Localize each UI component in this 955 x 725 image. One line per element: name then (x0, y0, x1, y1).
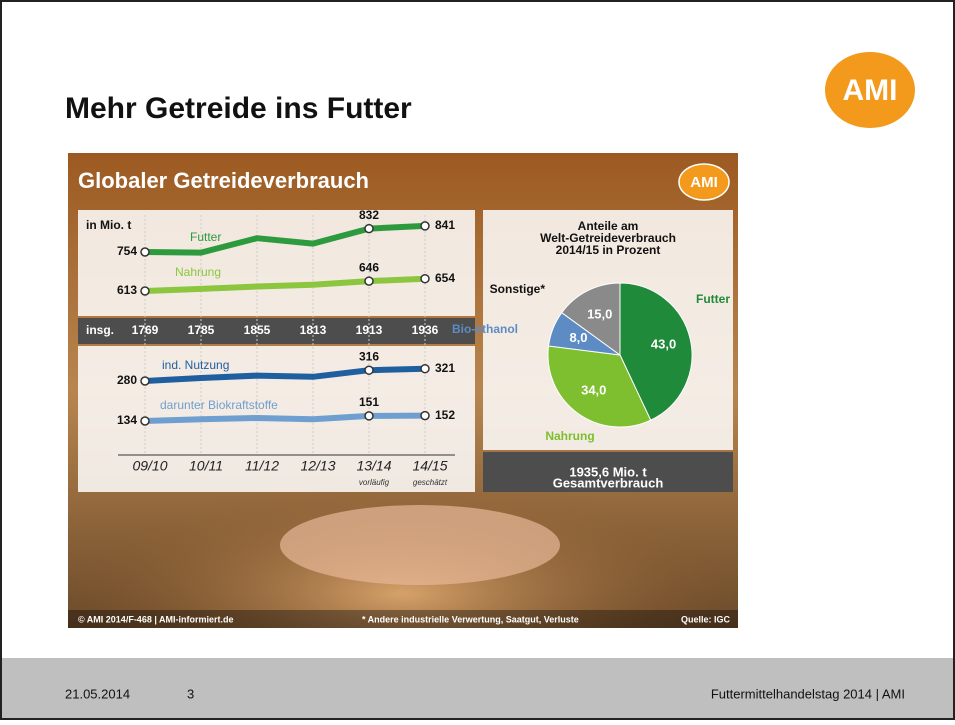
pie-category: Bio-ethanol (452, 322, 518, 336)
point (421, 222, 429, 230)
pie-title: 2014/15 in Prozent (556, 243, 661, 257)
source: Quelle: IGC (681, 614, 731, 624)
total-value: 1913 (356, 323, 383, 337)
footer-page: 3 (187, 686, 194, 701)
point (365, 225, 373, 233)
point (141, 287, 149, 295)
total-value: 1936 (412, 323, 439, 337)
x-tick-label: 13/14 (356, 458, 391, 474)
total-value: 1855 (244, 323, 271, 337)
x-tick-label: 11/12 (245, 458, 279, 474)
series-name: Futter (190, 230, 221, 244)
value-label: 841 (435, 218, 455, 232)
total-value: 1769 (132, 323, 159, 337)
slide-title: Mehr Getreide ins Futter (65, 92, 412, 125)
pie-value-label: 15,0 (587, 307, 612, 322)
pie-value-label: 43,0 (651, 337, 676, 352)
point (365, 412, 373, 420)
x-tick-label: 14/15 (412, 458, 447, 474)
infographic-logo: AMI (690, 174, 718, 191)
point (421, 275, 429, 283)
x-tick-label: 12/13 (300, 458, 335, 474)
footnote: * Andere industrielle Verwertung, Saatgu… (362, 614, 579, 624)
unit-label: in Mio. t (86, 218, 131, 232)
footer-event: Futtermittelhandelstag 2014 | AMI (711, 686, 905, 701)
category-note: geschätzt (413, 478, 448, 487)
logo: AMI (843, 74, 898, 107)
x-tick-label: 10/11 (189, 458, 223, 474)
total-value: 1785 (188, 323, 215, 337)
total-value: 1813 (300, 323, 327, 337)
slide: AMI Mehr Getreide ins Futter 21.05.2014 … (0, 0, 955, 720)
credits: © AMI 2014/F-468 | AMI-informiert.de (78, 614, 234, 624)
point (365, 277, 373, 285)
value-label: 613 (117, 283, 137, 297)
hands (280, 505, 560, 585)
value-label: 280 (117, 373, 137, 387)
value-label: 654 (435, 271, 455, 285)
point (421, 365, 429, 373)
value-label: 832 (359, 208, 379, 222)
pie-category: Sonstige* (490, 282, 546, 296)
pie-value-label: 8,0 (569, 330, 587, 345)
value-label: 152 (435, 408, 455, 422)
x-tick-label: 09/10 (132, 458, 167, 474)
value-label: 134 (117, 413, 137, 427)
point (141, 248, 149, 256)
category-note: vorläufig (359, 478, 390, 487)
pie-category: Futter (696, 292, 730, 306)
value-label: 321 (435, 361, 455, 375)
series-name: darunter Biokraftstoffe (160, 398, 278, 412)
pie-value-label: 34,0 (581, 383, 606, 398)
point (421, 412, 429, 420)
point (141, 377, 149, 385)
infographic-title: Globaler Getreideverbrauch (78, 168, 369, 193)
value-label: 151 (359, 395, 379, 409)
point (141, 417, 149, 425)
value-label: 316 (359, 349, 379, 363)
point (365, 366, 373, 374)
footer-date: 21.05.2014 (65, 686, 130, 701)
value-label: 754 (117, 244, 137, 258)
pie-category: Nahrung (545, 429, 594, 443)
series-name: ind. Nutzung (162, 358, 229, 372)
totals-label: insg. (86, 323, 114, 337)
series-name: Nahrung (175, 265, 221, 279)
pie-total-label: Gesamtverbrauch (553, 475, 664, 490)
value-label: 646 (359, 260, 379, 274)
